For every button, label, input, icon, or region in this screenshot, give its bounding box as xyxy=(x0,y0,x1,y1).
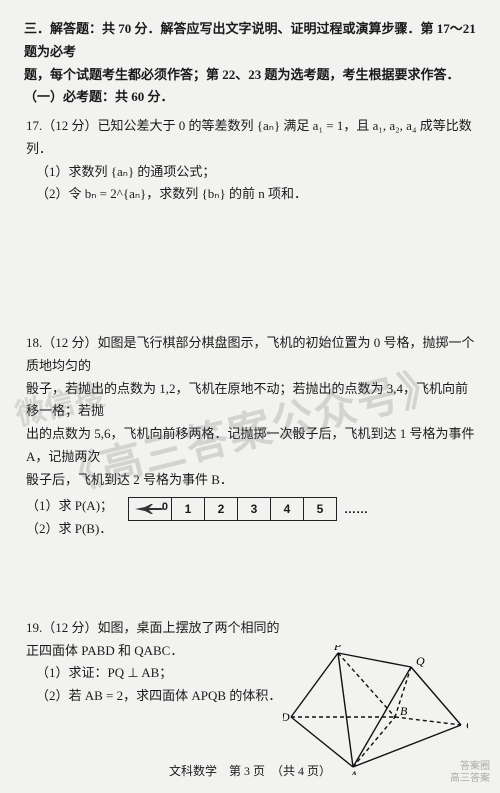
exam-page: 三．解答题：共 70 分．解答应写出文字说明、证明过程或演算步骤．第 17～21… xyxy=(0,0,500,793)
page-footer: 文科数学 第 3 页 （共 4 页） xyxy=(0,762,500,779)
q18-cell-5: 5 xyxy=(304,498,337,521)
q18-stem-3: 出的点数为 5,6，飞机向前移两格．记抛掷一次骰子后，飞机到达 1 号格为事件 … xyxy=(26,423,476,469)
q17-part2: （2）令 bₙ = 2^{aₙ}，求数列 {bₙ} 的前 n 项和． xyxy=(36,183,476,206)
q19-part2: （2）若 AB = 2，求四面体 APQB 的体积． xyxy=(36,685,284,708)
q17-stem: 17.（12 分）已知公差大于 0 的等差数列 {aₙ} 满足 a₁ = 1，且… xyxy=(26,115,476,161)
q18-stem-4: 骰子后，飞机到达 2 号格为事件 B． xyxy=(26,469,476,492)
workspace-gap-17 xyxy=(24,206,476,326)
edge-PD xyxy=(291,653,338,717)
vertex-label-C: C xyxy=(466,718,468,732)
stamp-line-2: 高三答案 xyxy=(450,773,490,785)
q18-cell-4: 4 xyxy=(271,498,304,521)
workspace-gap-18 xyxy=(24,541,476,611)
edge-QC xyxy=(411,667,461,725)
section-header: 三．解答题：共 70 分．解答应写出文字说明、证明过程或演算步骤．第 17～21… xyxy=(24,18,476,109)
q18-stem-2: 骰子，若抛出的点数为 1,2，飞机在原地不动；若抛出的点数为 3,4，飞机向前移… xyxy=(26,378,476,424)
edge-AC xyxy=(353,725,461,767)
q18-part1: （1）求 P(A)； xyxy=(26,495,114,518)
corner-stamp: 答案圈 高三答案 xyxy=(450,761,490,785)
edge-BC xyxy=(395,717,461,725)
edge-DA xyxy=(291,717,353,767)
q18-cell-2: 2 xyxy=(205,498,238,521)
vertex-label-D: D xyxy=(283,710,290,724)
vertex-label-P: P xyxy=(333,645,342,653)
vertex-label-Q: Q xyxy=(416,654,425,668)
header-line-1: 三．解答题：共 70 分．解答应写出文字说明、证明过程或演算步骤．第 17～21… xyxy=(24,18,476,64)
q18-cell-dots: …… xyxy=(337,498,376,521)
question-18: 18.（12 分）如图是飞行棋部分棋盘图示，飞机的初始位置为 0 号格，抛掷一个… xyxy=(24,332,476,541)
q18-board-row: 0 1 2 3 4 5 …… xyxy=(129,498,376,521)
q18-part2: （2）求 P(B)． xyxy=(26,518,114,541)
q19-stem: 19.（12 分）如图，桌面上摆放了两个相同的正四面体 PABD 和 QABC． xyxy=(26,617,284,663)
q18-cell-0: 0 xyxy=(162,501,168,513)
question-19: 19.（12 分）如图，桌面上摆放了两个相同的正四面体 PABD 和 QABC．… xyxy=(24,617,476,767)
header-line-3: （一）必考题：共 60 分． xyxy=(24,86,476,109)
q18-board: 0 1 2 3 4 5 …… xyxy=(128,497,375,521)
stamp-line-1: 答案圈 xyxy=(450,761,490,773)
q18-cell-3: 3 xyxy=(238,498,271,521)
question-17: 17.（12 分）已知公差大于 0 的等差数列 {aₙ} 满足 a₁ = 1，且… xyxy=(24,115,476,206)
q19-figure: PQDBCA xyxy=(283,645,468,775)
q18-board-plane-cell: 0 xyxy=(129,498,172,521)
edge-PA xyxy=(338,653,353,767)
q17-part1: （1）求数列 {aₙ} 的通项公式； xyxy=(36,161,476,184)
q19-text: 19.（12 分）如图，桌面上摆放了两个相同的正四面体 PABD 和 QABC．… xyxy=(24,617,284,708)
q18-row: （1）求 P(A)； （2）求 P(B)． 0 1 2 3 4 5 xyxy=(24,495,476,541)
q18-cell-1: 1 xyxy=(172,498,205,521)
q18-parts: （1）求 P(A)； （2）求 P(B)． xyxy=(24,495,114,541)
vertex-label-B: B xyxy=(400,704,408,718)
q19-part1: （1）求证：PQ ⊥ AB； xyxy=(36,662,284,685)
q18-stem-1: 18.（12 分）如图是飞行棋部分棋盘图示，飞机的初始位置为 0 号格，抛掷一个… xyxy=(26,332,476,378)
header-line-2: 题，每个试题考生都必须作答；第 22、23 题为选考题，考生根据要求作答． xyxy=(24,64,476,87)
